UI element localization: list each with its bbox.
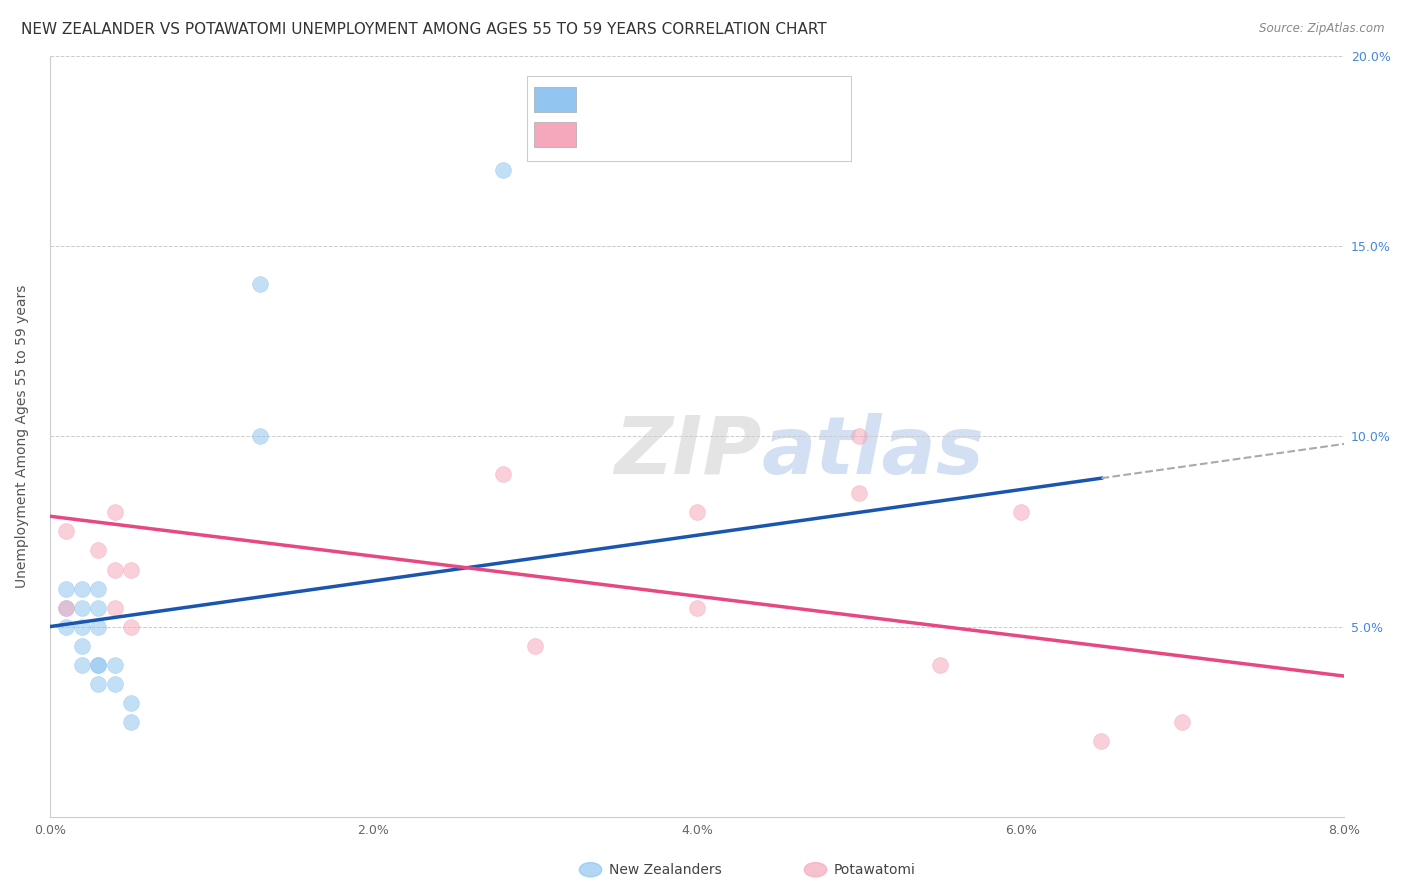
Text: atlas: atlas xyxy=(762,412,984,491)
Point xyxy=(87,600,110,615)
Point xyxy=(87,543,110,558)
Text: R =: R = xyxy=(583,128,613,143)
Point xyxy=(492,162,515,177)
Text: R =: R = xyxy=(583,93,613,107)
Text: 21: 21 xyxy=(727,93,747,107)
Point xyxy=(55,600,77,615)
Point xyxy=(686,505,709,519)
Point xyxy=(1171,714,1194,729)
Point xyxy=(524,639,547,653)
Text: Potawatomi: Potawatomi xyxy=(834,863,915,877)
Point xyxy=(1010,505,1032,519)
Text: ZIP: ZIP xyxy=(614,412,762,491)
Point xyxy=(87,676,110,690)
Point xyxy=(70,582,93,596)
Text: New Zealanders: New Zealanders xyxy=(609,863,721,877)
Point xyxy=(249,429,271,443)
Point xyxy=(70,600,93,615)
Point xyxy=(70,657,93,672)
Point xyxy=(103,676,125,690)
Text: NEW ZEALANDER VS POTAWATOMI UNEMPLOYMENT AMONG AGES 55 TO 59 YEARS CORRELATION C: NEW ZEALANDER VS POTAWATOMI UNEMPLOYMENT… xyxy=(21,22,827,37)
Point xyxy=(103,562,125,576)
Point xyxy=(70,639,93,653)
Point xyxy=(686,600,709,615)
Point xyxy=(55,600,77,615)
Point xyxy=(1090,733,1112,747)
Text: -0.357: -0.357 xyxy=(619,128,668,143)
Text: Source: ZipAtlas.com: Source: ZipAtlas.com xyxy=(1260,22,1385,36)
Point xyxy=(70,619,93,633)
Point xyxy=(55,582,77,596)
Text: N =: N = xyxy=(685,93,724,107)
Point xyxy=(87,657,110,672)
Point xyxy=(928,657,950,672)
Point xyxy=(848,429,870,443)
Point xyxy=(87,582,110,596)
Point xyxy=(103,657,125,672)
Text: 0.262: 0.262 xyxy=(619,93,668,107)
Point xyxy=(848,486,870,500)
Y-axis label: Unemployment Among Ages 55 to 59 years: Unemployment Among Ages 55 to 59 years xyxy=(15,285,30,588)
Point xyxy=(120,562,142,576)
Point xyxy=(87,619,110,633)
Point xyxy=(87,657,110,672)
Text: 18: 18 xyxy=(727,128,747,143)
Point xyxy=(120,696,142,710)
Point xyxy=(103,600,125,615)
Point xyxy=(249,277,271,291)
Point xyxy=(55,524,77,539)
Point xyxy=(103,505,125,519)
Text: N =: N = xyxy=(685,128,724,143)
Point xyxy=(120,714,142,729)
Point xyxy=(55,619,77,633)
Point xyxy=(492,467,515,482)
Point xyxy=(120,619,142,633)
